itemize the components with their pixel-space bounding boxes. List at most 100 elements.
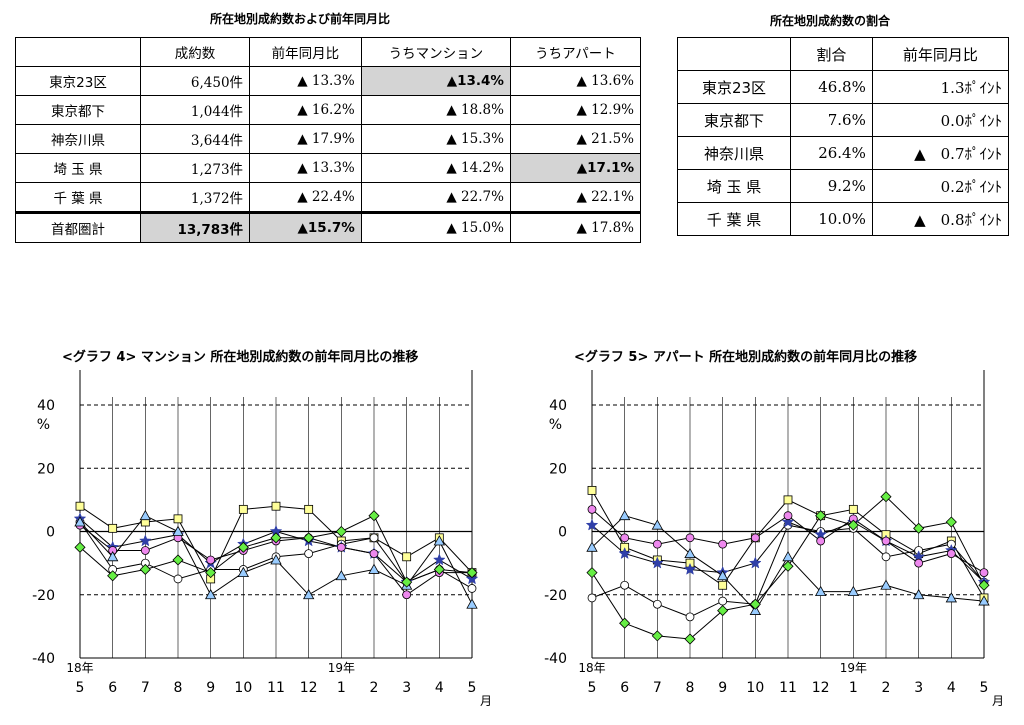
data-point — [618, 546, 632, 560]
data-point — [139, 509, 152, 521]
row-area: 千 葉 県 — [15, 182, 141, 213]
data-point — [946, 549, 956, 559]
data-point — [881, 552, 891, 562]
x-tick-label: 9 — [206, 680, 215, 696]
x-tick-label: 8 — [686, 680, 695, 696]
table-row: 千 葉 県 10.0% ▲ 0.8ﾎﾟｲﾝﾄ — [677, 202, 1010, 236]
area-share-table: 割合 前年同月比 東京23区 46.8% 1.3ﾎﾟｲﾝﾄ 東京都下 7.6% … — [677, 37, 1010, 236]
table2-title: 所在地別成約数の割合 — [770, 14, 891, 28]
data-point — [402, 552, 412, 562]
y-tick-label: 0 — [558, 525, 567, 541]
y-axis-label: % — [549, 417, 562, 433]
table-row: 埼 玉 県 1,273件 ▲ 13.3% ▲ 14.2% ▲17.1% — [15, 153, 642, 183]
data-point — [749, 598, 761, 610]
x-unit-label: 月 — [480, 694, 492, 708]
header-change: 前年同月比 — [871, 37, 1010, 71]
data-point — [684, 633, 696, 645]
x-tick-label: 1 — [849, 680, 858, 696]
cell-share: 9.2% — [790, 169, 873, 203]
data-point — [781, 515, 795, 528]
data-point — [75, 501, 85, 511]
data-point — [718, 539, 728, 549]
data-point — [237, 566, 250, 578]
data-point — [433, 535, 446, 546]
x-tick-label: 10 — [746, 680, 764, 696]
x-tick-label: 5 — [76, 680, 85, 696]
cell-count: 13,783件 — [139, 211, 251, 243]
data-point — [465, 572, 479, 585]
header-yoy: 前年同月比 — [249, 37, 362, 67]
data-point — [172, 554, 184, 566]
data-point — [466, 598, 478, 609]
data-point — [206, 555, 216, 565]
cell-share: 26.4% — [790, 136, 873, 170]
x-tick-label: 2 — [370, 680, 379, 696]
data-point — [586, 567, 598, 579]
header-cell — [677, 37, 791, 71]
header-cell — [15, 37, 141, 67]
data-point — [782, 550, 794, 562]
cell-count: 6,450件 — [139, 66, 251, 96]
data-point — [978, 579, 990, 591]
data-point — [979, 568, 989, 578]
cell-change: 0.2ﾎﾟｲﾝﾄ — [871, 169, 1010, 203]
data-point — [848, 504, 858, 514]
data-point — [107, 570, 119, 582]
row-area: 東京23区 — [677, 70, 791, 104]
table-row: 東京都下 7.6% 0.0ﾎﾟｲﾝﾄ — [677, 103, 1010, 137]
y-axis-label: % — [37, 417, 50, 433]
data-point — [718, 580, 728, 590]
y-tick-label: 40 — [37, 398, 55, 414]
cell-mansion: ▲ 18.8% — [360, 95, 511, 125]
data-point — [847, 585, 860, 596]
data-point — [620, 580, 630, 590]
table-row: 神奈川県 26.4% ▲ 0.7ﾎﾟｲﾝﾄ — [677, 136, 1010, 170]
data-point — [782, 560, 794, 572]
data-point — [304, 549, 314, 559]
cell-apart: ▲17.1% — [509, 153, 642, 183]
row-area: 神奈川県 — [677, 136, 791, 170]
data-point — [369, 549, 379, 559]
cell-yoy: ▲15.7% — [249, 211, 362, 243]
x-tick-label: 4 — [435, 680, 444, 696]
x-tick-label: 8 — [174, 680, 183, 696]
data-point — [717, 604, 729, 617]
x-tick-label: 5 — [588, 680, 597, 696]
data-point — [204, 588, 217, 600]
data-point — [335, 569, 348, 581]
data-point — [620, 533, 630, 543]
data-point — [74, 541, 86, 553]
x-tick-label: 11 — [779, 680, 797, 696]
data-point — [685, 533, 695, 543]
cell-change: 0.0ﾎﾟｲﾝﾄ — [871, 103, 1010, 137]
y-tick-label: -20 — [32, 588, 55, 604]
table-row: 神奈川県 3,644件 ▲ 17.9% ▲ 15.3% ▲ 21.5% — [15, 124, 642, 154]
data-point — [139, 563, 151, 576]
row-area: 東京23区 — [15, 66, 141, 96]
data-point — [432, 553, 446, 566]
table-row: 東京都下 1,044件 ▲ 16.2% ▲ 18.8% ▲ 12.9% — [15, 95, 642, 125]
y-tick-label: -40 — [32, 651, 55, 667]
x-tick-label: 7 — [141, 680, 150, 696]
x-tick-label: 12 — [300, 680, 318, 696]
data-point — [783, 511, 793, 521]
data-point — [913, 522, 925, 534]
cell-mansion: ▲13.4% — [360, 66, 511, 96]
data-point — [401, 576, 413, 588]
data-point — [978, 595, 990, 606]
data-point — [847, 519, 859, 531]
cell-count: 3,644件 — [139, 124, 251, 154]
data-point — [173, 574, 183, 584]
cell-mansion: ▲ 15.0% — [360, 211, 511, 243]
data-point — [108, 523, 118, 533]
data-point — [368, 510, 380, 522]
cell-yoy: ▲ 13.3% — [249, 66, 362, 96]
x-tick-label: 5 — [980, 680, 989, 696]
y-tick-label: 0 — [46, 525, 55, 541]
header-share: 割合 — [790, 37, 873, 71]
cell-apart: ▲ 12.9% — [509, 95, 642, 125]
row-area: 東京都下 — [15, 95, 141, 125]
row-area: 千 葉 県 — [677, 202, 791, 236]
